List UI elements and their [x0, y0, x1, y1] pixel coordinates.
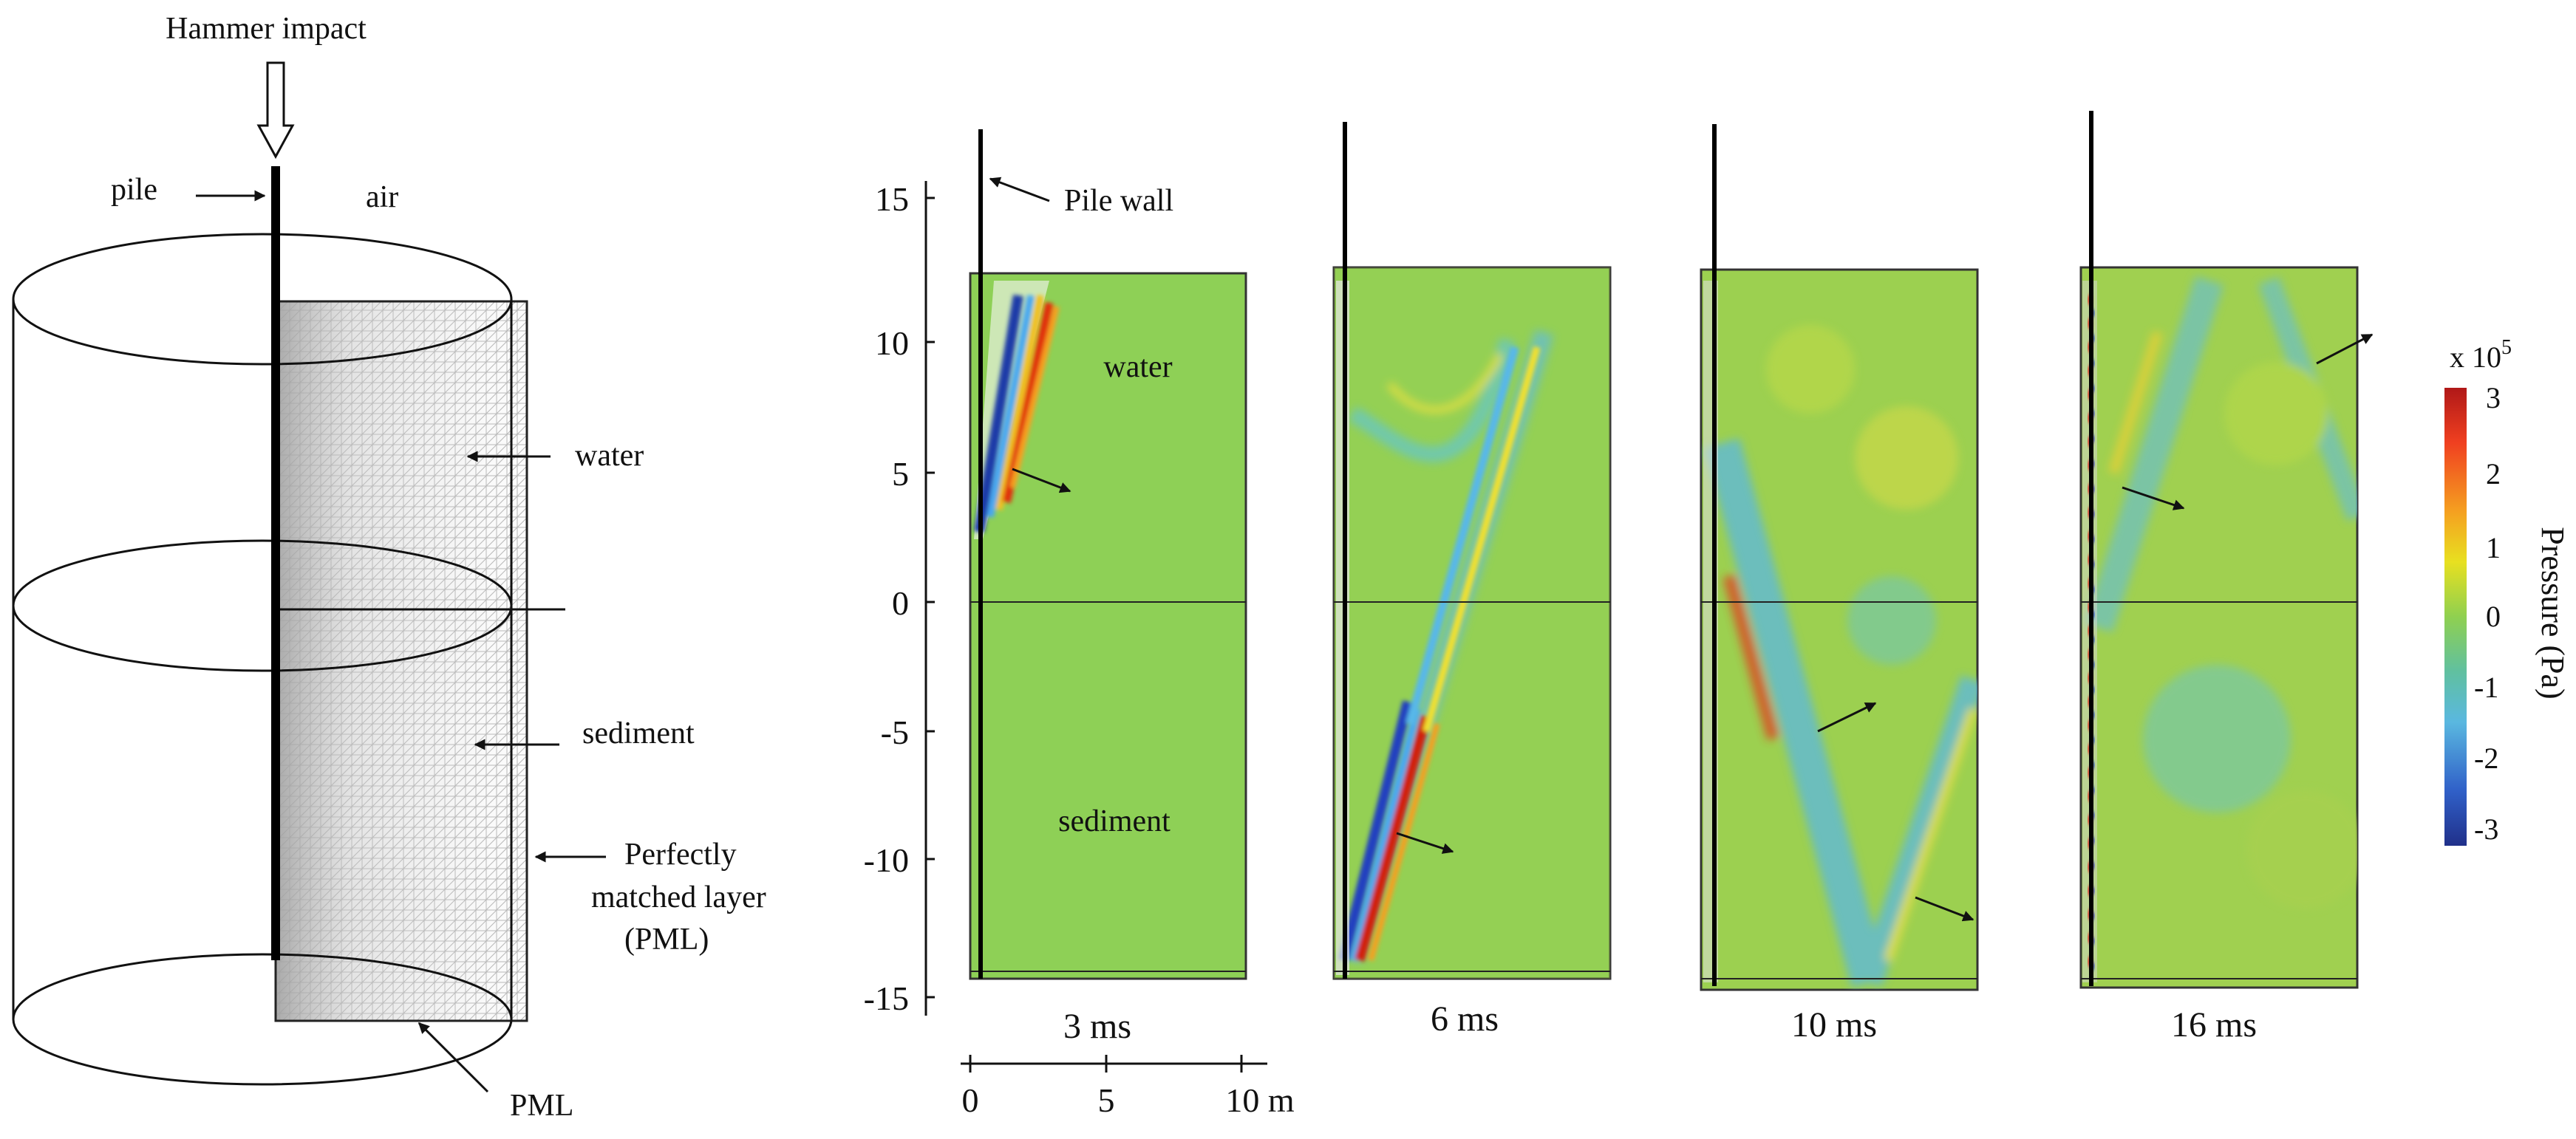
snapshot-panel-3ms: water sediment Pile wall 3 ms: [969, 129, 1247, 1046]
colorbar-multiplier: x 105: [2450, 336, 2512, 374]
x-tick-0: 0: [962, 1081, 979, 1119]
x-tick-5: 5: [1098, 1081, 1115, 1119]
pile-label: pile: [111, 173, 157, 207]
pile-schematic: Hammer impact pile air water sediment Pe…: [12, 12, 774, 1123]
y-tick-minus-10: -10: [864, 841, 909, 879]
snapshot-panel-6ms: 6 ms: [1332, 122, 1612, 1039]
x-scale-bar: [961, 1055, 1267, 1073]
mesh-shading: [276, 301, 527, 1021]
cylinder-outline: [12, 233, 565, 1086]
hammer-impact-label: Hammer impact: [166, 12, 367, 46]
cb-tick-minus-1: -1: [2474, 671, 2498, 704]
air-label: air: [366, 180, 398, 214]
pml-bottom-label: PML: [510, 1089, 573, 1123]
cb-tick-3: 3: [2486, 381, 2501, 414]
y-tick-0: 0: [892, 584, 909, 622]
colorbar: x 105 3 2 1 0 -1 -2 -3 Pressure (Pa): [2444, 336, 2571, 846]
y-axis-tick-labels: 15 10 5 0 -5 -10 -15: [864, 180, 909, 1017]
time-label-3ms: 3 ms: [1063, 1007, 1131, 1046]
pml-bottom-pointer-arrow: [418, 1022, 489, 1093]
cb-tick-1: 1: [2486, 531, 2501, 564]
x-scale-labels: 0 5 10 m: [962, 1081, 1295, 1119]
sediment-label-schematic: sediment: [582, 716, 695, 750]
time-label-6ms: 6 ms: [1431, 999, 1499, 1039]
sediment-label-panel: sediment: [1058, 804, 1171, 838]
cb-tick-0: 0: [2486, 600, 2501, 633]
y-tick-15: 15: [875, 180, 909, 218]
water-label-schematic: water: [575, 439, 644, 473]
y-tick-minus-15: -15: [864, 979, 909, 1017]
time-label-16ms: 16 ms: [2171, 1005, 2257, 1044]
time-label-10ms: 10 ms: [1791, 1005, 1877, 1044]
snapshot-panel-10ms: 10 ms: [1700, 124, 1979, 1044]
cb-tick-minus-2: -2: [2474, 742, 2498, 775]
pile-wall-label: Pile wall: [1064, 184, 1173, 218]
y-axis: [924, 181, 935, 1016]
water-label-panel: water: [1103, 350, 1172, 384]
cb-tick-2: 2: [2486, 457, 2501, 490]
y-tick-5: 5: [892, 455, 909, 493]
cb-tick-minus-3: -3: [2474, 813, 2498, 846]
y-tick-minus-5: -5: [881, 714, 909, 751]
colorbar-label: Pressure (Pa): [2535, 527, 2571, 699]
snapshot-panel-16ms: 16 ms: [2079, 111, 2374, 1044]
pml-side-label: Perfectly matched layer (PML): [591, 838, 774, 957]
y-tick-10: 10: [875, 324, 909, 362]
hammer-arrow-icon: [256, 61, 295, 160]
colorbar-gradient: [2444, 388, 2467, 846]
x-tick-10m: 10 m: [1225, 1081, 1295, 1119]
